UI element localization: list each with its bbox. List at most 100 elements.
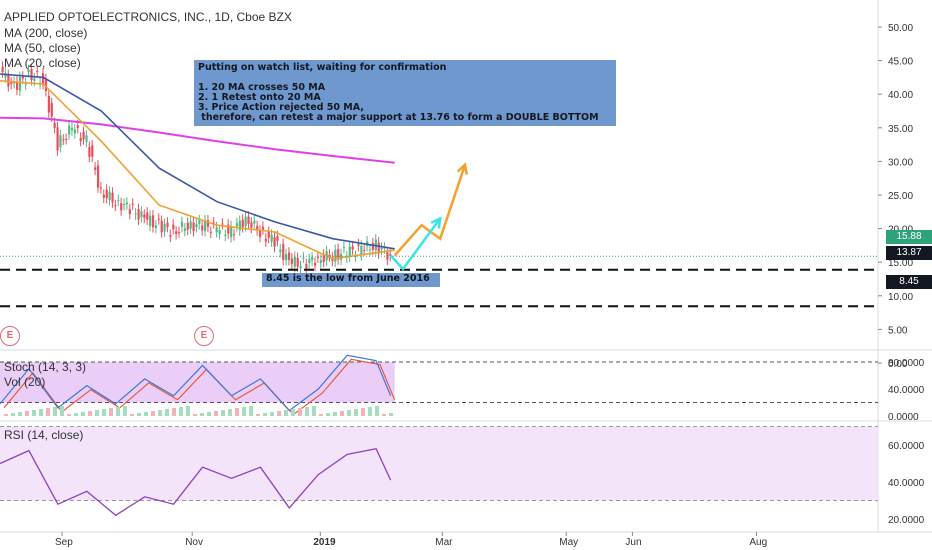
candle-body [117, 199, 120, 201]
candle-body [123, 203, 126, 206]
volume-bar [46, 408, 50, 416]
candle-body [204, 220, 207, 232]
rsi-tick-label: 40.0000 [888, 478, 925, 489]
candle-body [328, 254, 331, 257]
candle-body [380, 247, 383, 250]
candle-body [287, 252, 291, 260]
candle-body [261, 226, 265, 230]
rsi-label: RSI (14, close) [4, 428, 84, 442]
candle-body [313, 262, 317, 266]
candle-body [259, 230, 262, 237]
candle-body [368, 249, 372, 251]
candle-body [157, 218, 160, 220]
candle-body [76, 125, 79, 129]
last-price-tag: 15.88 [886, 230, 932, 244]
candle-body [212, 222, 215, 224]
candle-body [273, 237, 276, 247]
candle-body [68, 125, 71, 135]
candle-body [342, 247, 346, 249]
candle-body [334, 249, 337, 262]
candle-body [195, 224, 198, 228]
price-tick-label: 45.00 [888, 57, 913, 68]
candle-body [149, 215, 152, 226]
earnings-badge-aug[interactable]: E [0, 326, 20, 346]
time-tick-label: 2019 [313, 537, 336, 548]
volume-bar [284, 410, 288, 416]
candle-body [82, 131, 85, 140]
candle-body [192, 222, 195, 232]
candle-body [62, 139, 65, 141]
candle-body [169, 235, 172, 237]
annotation-watchlist[interactable]: Putting on watch list, waiting for confi… [194, 60, 616, 126]
candle-body [1, 66, 4, 73]
volume-bar [102, 409, 106, 416]
candle-body [253, 220, 256, 224]
candle-body [319, 260, 322, 264]
volume-bar [165, 409, 169, 416]
volume-bar [67, 414, 71, 416]
volume-bar [319, 414, 323, 416]
volume-bar [382, 414, 386, 416]
volume-bar [81, 412, 85, 416]
candle-body [351, 246, 354, 250]
candle-body [285, 254, 288, 261]
candle-body [137, 209, 140, 220]
volume-bar [235, 408, 239, 416]
candle-body [30, 68, 33, 80]
volume-bar [361, 408, 365, 416]
candle-body [125, 202, 129, 205]
price-tick-label: 5.00 [888, 325, 908, 336]
price-tick-label: 35.00 [888, 124, 913, 135]
candle-body [311, 256, 314, 261]
volume-bar [340, 411, 344, 416]
chart-title: APPLIED OPTOELECTRONICS, INC., 1D, Cboe … [4, 10, 292, 24]
ma20-line [0, 80, 395, 260]
candle-body [175, 231, 178, 235]
volume-bar [333, 412, 337, 416]
candle-body [305, 263, 308, 269]
time-tick-label: Sep [55, 537, 73, 548]
candle-body [296, 257, 299, 267]
annotation-june-low[interactable]: 8.45 is the low from June 2016 [262, 273, 440, 287]
candle-body [354, 256, 357, 258]
candle-body [235, 223, 239, 227]
candle-body [140, 211, 143, 218]
time-tick-label: Aug [749, 537, 767, 548]
candle-body [134, 213, 137, 215]
volume-bar [291, 409, 295, 416]
candle-body [146, 212, 149, 220]
stoch-tick-label: 80.0000 [888, 358, 925, 369]
ma20-label: MA (20, close) [4, 56, 81, 70]
candle-body [50, 103, 53, 117]
candle-body [160, 220, 163, 233]
candle-body [180, 221, 184, 227]
projection-cyan-path [389, 217, 442, 271]
earnings-badge-nov[interactable]: E [194, 326, 214, 346]
candle-body [377, 242, 380, 254]
candle-body [221, 223, 224, 225]
candle-body [189, 221, 192, 229]
volume-bar [158, 410, 162, 416]
candle-body [316, 256, 320, 258]
volume-bar [32, 410, 36, 416]
volume-bar [221, 410, 225, 416]
candle-body [120, 203, 123, 211]
ma50-line [0, 73, 395, 250]
volume-bar [116, 407, 120, 416]
stoch-tick-label: 0.0000 [888, 412, 919, 423]
candle-body [151, 215, 155, 228]
price-tick-label: 10.00 [888, 292, 913, 303]
candle-body [230, 225, 233, 238]
candle-body [177, 232, 181, 234]
price-tick-label: 30.00 [888, 157, 913, 168]
volume-bar [95, 410, 99, 416]
candle-body [131, 203, 134, 205]
volume-bar [200, 413, 204, 416]
ma200-label: MA (200, close) [4, 26, 88, 40]
candle-body [383, 247, 386, 249]
volume-bar [130, 414, 134, 416]
volume-bar [123, 406, 127, 416]
volume-bar [60, 406, 64, 416]
volume-bar [179, 407, 183, 416]
